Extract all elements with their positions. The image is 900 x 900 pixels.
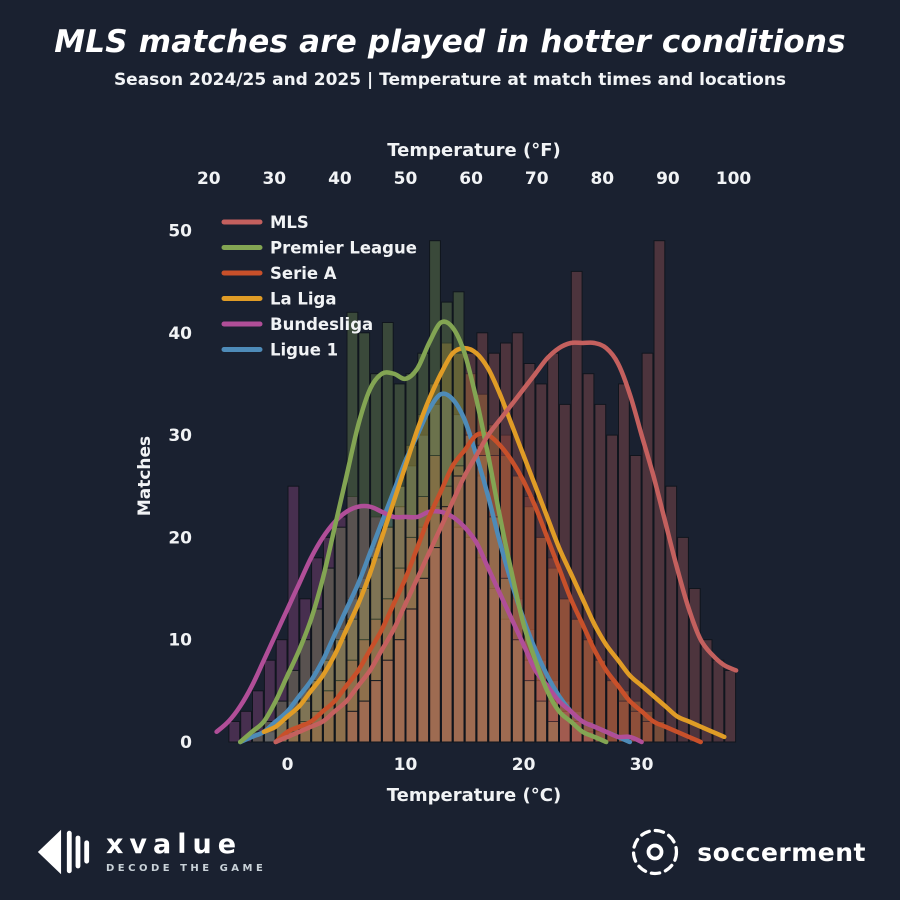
bar-bundesliga--4 <box>240 710 252 743</box>
tick-f-50: 50 <box>394 169 418 189</box>
bar-mls-19 <box>511 332 524 743</box>
xvalue-icon <box>37 829 90 875</box>
bar-mls-30 <box>641 352 654 743</box>
legend-label-ligue-1: Ligue 1 <box>270 341 338 360</box>
bars-mls <box>346 240 737 743</box>
bar-mls-29 <box>629 455 642 743</box>
y-axis: 0 10 20 30 40 50 Matches <box>135 222 192 754</box>
legend-item-bundesliga: Bundesliga <box>221 315 373 334</box>
curve-premier-league <box>237 319 609 745</box>
bar-mls-11 <box>417 577 430 743</box>
curve-la-liga <box>261 345 727 740</box>
tick-f-40: 40 <box>328 169 352 189</box>
bar-mls-27 <box>606 434 619 743</box>
legend-item-ligue-1: Ligue 1 <box>221 341 338 360</box>
tick-f-60: 60 <box>459 169 483 189</box>
soccerment-wordmark: soccerment <box>697 837 866 867</box>
bar-mls-35 <box>700 639 713 743</box>
tick-y-40: 40 <box>168 324 192 344</box>
tick-c-30: 30 <box>630 755 654 775</box>
temperature-distribution-chart: Temperature (°F)20 30 40 50 60 70 80 90 10001020… <box>135 140 751 806</box>
x-axis-label: Temperature (°C) <box>387 785 561 806</box>
tick-f-80: 80 <box>590 169 614 189</box>
legend-item-la-liga: La Liga <box>221 290 337 309</box>
legend-item-premier-league: Premier League <box>221 239 417 258</box>
bar-bundesliga--5 <box>228 721 241 743</box>
tick-f-30: 30 <box>262 169 286 189</box>
bar-mls-13 <box>440 506 453 743</box>
legend-label-la-liga: La Liga <box>270 290 337 309</box>
bar-mls-15 <box>464 352 477 743</box>
tick-y-20: 20 <box>168 528 192 548</box>
legend-item-serie-a: Serie A <box>221 264 337 283</box>
tick-y-50: 50 <box>168 222 192 242</box>
page-title: MLS matches are played in hotter conditi… <box>54 24 846 60</box>
bar-mls-33 <box>677 536 689 743</box>
xvalue-logo: xvalue DECODE THE GAME <box>34 823 266 881</box>
bars-serie-a <box>287 434 654 743</box>
soccerment-logo: soccerment <box>627 824 866 880</box>
svg-text:Temperature (°F): Temperature (°F) <box>387 140 561 161</box>
x-axis-bottom: 0 10 20 30 Temperature (°C) <box>282 755 654 806</box>
tick-c-0: 0 <box>282 755 294 775</box>
legend-label-premier-league: Premier League <box>270 239 417 258</box>
bar-mls-6 <box>358 700 371 743</box>
bar-mls-28 <box>618 383 630 743</box>
bar-mls-8 <box>381 659 394 743</box>
tick-f-90: 90 <box>656 169 680 189</box>
tick-c-20: 20 <box>512 755 536 775</box>
bar-mls-34 <box>688 588 701 743</box>
xvalue-wordmark: xvalue <box>106 828 243 860</box>
legend: MLS Premier League Serie A La Liga Bundeslig… <box>221 213 417 360</box>
tick-f-70: 70 <box>525 169 549 189</box>
bar-mls-21 <box>535 383 548 743</box>
soccerment-icon <box>632 828 679 876</box>
bar-mls-5 <box>346 710 359 743</box>
bar-mls-17 <box>488 352 501 743</box>
bar-mls-26 <box>594 403 607 743</box>
bar-mls-36 <box>712 659 725 743</box>
xvalue-tagline: DECODE THE GAME <box>106 862 267 874</box>
legend-label-bundesliga: Bundesliga <box>270 315 373 334</box>
footer: xvalue DECODE THE GAME soccerment <box>0 820 900 900</box>
bar-mls-32 <box>665 485 678 743</box>
curve-mls <box>273 340 739 745</box>
bar-mls-12 <box>429 547 441 743</box>
bar-mls-24 <box>570 270 583 743</box>
bar-mls-25 <box>582 373 595 743</box>
bar-mls-9 <box>393 639 406 743</box>
legend-item-mls: MLS <box>221 213 309 232</box>
bar-mls-37 <box>724 669 737 743</box>
tick-y-30: 30 <box>168 426 192 446</box>
tick-y-10: 10 <box>168 631 192 651</box>
legend-label-serie-a: Serie A <box>270 264 337 283</box>
tick-y-0: 0 <box>180 733 192 753</box>
y-axis-label: Matches <box>135 436 155 516</box>
bar-mls-7 <box>370 680 382 743</box>
x-axis-top: Temperature (°F) 20 30 40 50 60 70 80 90 100 <box>197 140 751 189</box>
bar-mls-20 <box>523 363 536 743</box>
page-subtitle: Season 2024/25 and 2025 | Temperature at… <box>113 70 787 90</box>
bar-mls-16 <box>476 332 489 743</box>
tick-f-20: 20 <box>197 169 221 189</box>
bar-mls-14 <box>452 475 465 743</box>
header: MLS matches are played in hotter conditi… <box>0 0 900 130</box>
tick-c-10: 10 <box>394 755 418 775</box>
bar-mls-10 <box>405 608 418 743</box>
legend-label-mls: MLS <box>270 213 309 232</box>
tick-f-100: 100 <box>716 169 752 189</box>
